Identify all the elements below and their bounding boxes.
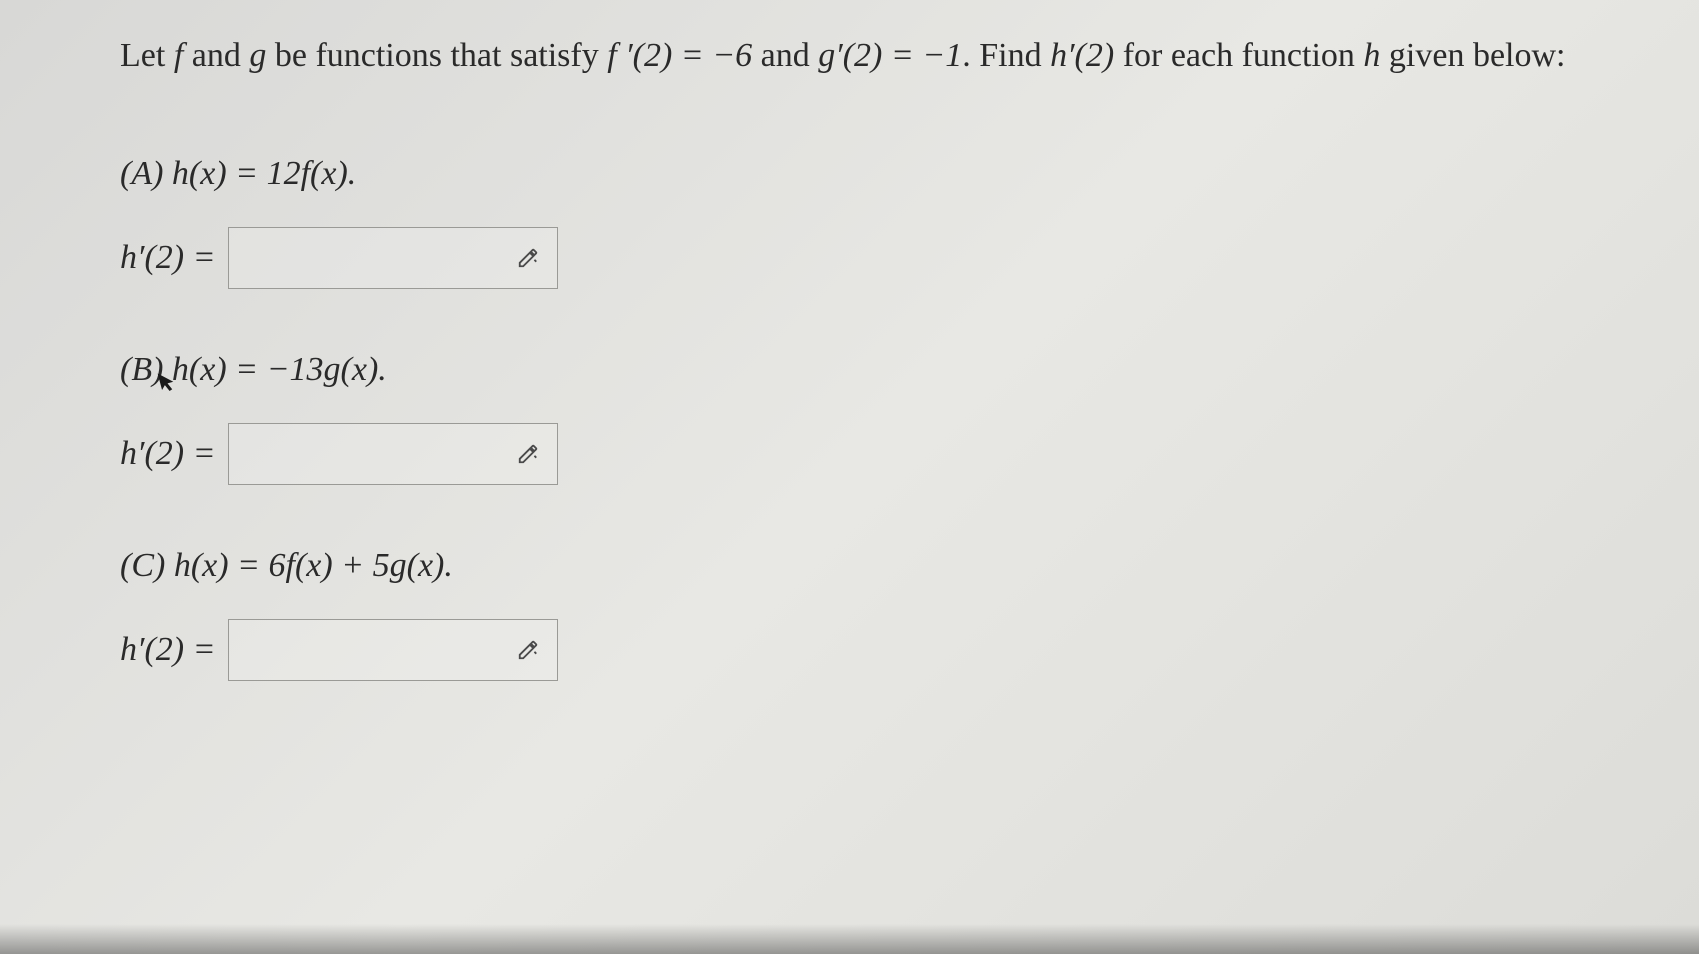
part-b-label: (B) h(x) = −13g(x). bbox=[120, 344, 1579, 395]
bottom-shadow bbox=[0, 924, 1699, 954]
g-symbol: g bbox=[249, 37, 266, 74]
pencil-icon[interactable] bbox=[517, 247, 539, 269]
part-b-answer-label: h′(2) = bbox=[120, 435, 216, 473]
h-symbol: h bbox=[1363, 37, 1380, 74]
part-c-label: (C) h(x) = 6f(x) + 5g(x). bbox=[120, 540, 1579, 591]
pencil-icon[interactable] bbox=[517, 443, 539, 465]
part-a: (A) h(x) = 12f(x). h′(2) = bbox=[120, 148, 1579, 289]
text-fragment: . Find bbox=[962, 37, 1050, 74]
hprime-expression: h′(2) bbox=[1050, 37, 1114, 74]
gprime-expression: g′(2) = −1 bbox=[818, 37, 962, 74]
part-b: (B) h(x) = −13g(x). h′(2) = bbox=[120, 344, 1579, 485]
text-fragment: and bbox=[183, 37, 249, 74]
part-a-answer-row: h′(2) = bbox=[120, 227, 1579, 289]
part-c-answer-input[interactable] bbox=[228, 619, 558, 681]
text-fragment: given below: bbox=[1380, 37, 1565, 74]
text-fragment: for each function bbox=[1114, 37, 1363, 74]
part-a-label: (A) h(x) = 12f(x). bbox=[120, 148, 1579, 199]
pencil-icon[interactable] bbox=[517, 639, 539, 661]
part-c: (C) h(x) = 6f(x) + 5g(x). h′(2) = bbox=[120, 540, 1579, 681]
part-b-answer-input[interactable] bbox=[228, 423, 558, 485]
part-a-answer-label: h′(2) = bbox=[120, 239, 216, 277]
text-fragment: Let bbox=[120, 37, 174, 74]
fprime-expression: f ′(2) = −6 bbox=[607, 37, 752, 74]
text-fragment: and bbox=[752, 37, 818, 74]
part-a-answer-input[interactable] bbox=[228, 227, 558, 289]
page-container: Let f and g be functions that satisfy f … bbox=[0, 0, 1699, 954]
f-symbol: f bbox=[174, 37, 183, 74]
problem-statement: Let f and g be functions that satisfy f … bbox=[120, 30, 1579, 83]
part-c-answer-label: h′(2) = bbox=[120, 631, 216, 669]
text-fragment: be functions that satisfy bbox=[266, 37, 607, 74]
part-c-answer-row: h′(2) = bbox=[120, 619, 1579, 681]
part-b-answer-row: h′(2) = bbox=[120, 423, 1579, 485]
